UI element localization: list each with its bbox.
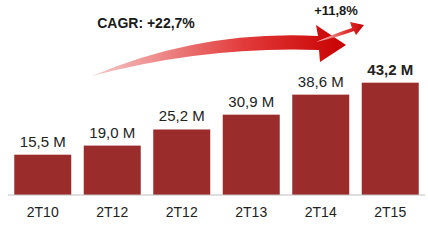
category-label: 2T13 bbox=[235, 204, 267, 220]
data-label: 15,5 M bbox=[20, 133, 66, 150]
x-axis-line bbox=[8, 195, 425, 196]
chart: 15,5 M 2T10 19,0 M 2T12 25,2 M 2T12 30,9 M 2T13… bbox=[0, 0, 428, 225]
category-label: 2T15 bbox=[374, 204, 406, 220]
category-label: 2T14 bbox=[305, 204, 337, 220]
category-label: 2T12 bbox=[166, 204, 198, 220]
data-label: 19,0 M bbox=[89, 124, 135, 141]
bar bbox=[14, 155, 71, 195]
bar bbox=[153, 129, 210, 195]
annotation: CAGR: +22,7% bbox=[97, 15, 195, 31]
bar bbox=[292, 95, 349, 195]
bar bbox=[223, 115, 280, 195]
category-label: 2T10 bbox=[27, 204, 59, 220]
cagr-arrow bbox=[92, 25, 346, 76]
data-label: 38,6 M bbox=[298, 73, 344, 90]
growth-arrow bbox=[316, 22, 364, 42]
bars bbox=[14, 83, 418, 195]
bar bbox=[84, 146, 141, 195]
bar bbox=[362, 83, 419, 195]
category-label: 2T12 bbox=[96, 204, 128, 220]
annotation: +11,8% bbox=[314, 3, 358, 18]
data-label: 25,2 M bbox=[159, 107, 205, 124]
data-label: 30,9 M bbox=[228, 93, 274, 110]
data-label: 43,2 M bbox=[367, 61, 413, 78]
